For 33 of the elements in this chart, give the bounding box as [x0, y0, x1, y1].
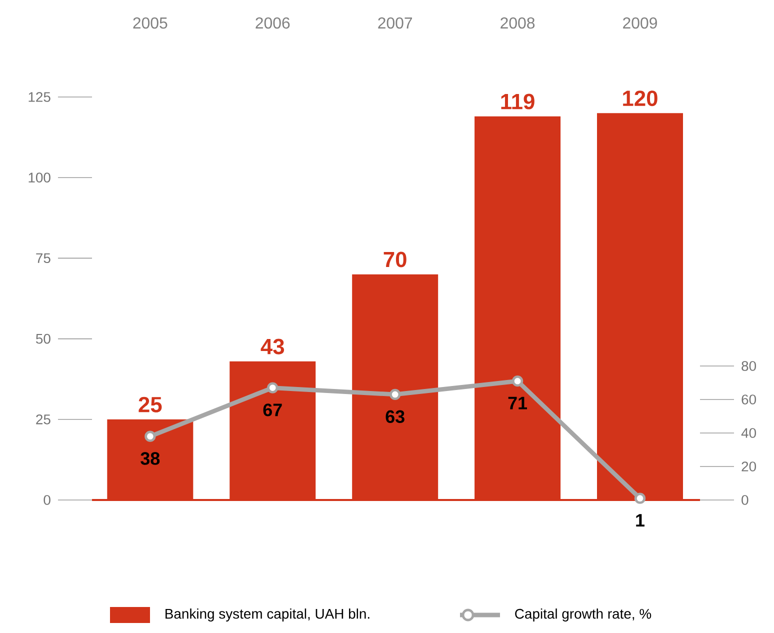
- data-label: 67: [263, 404, 282, 416]
- x-tick-label: 2006: [256, 17, 290, 29]
- x-tick-label: 2007: [378, 17, 412, 29]
- data-label: 1: [636, 514, 644, 526]
- y-tick-label: 75: [36, 253, 50, 264]
- point: [634, 492, 646, 504]
- y2-tick-label: 40: [741, 428, 756, 438]
- y-tick-label: 25: [36, 414, 50, 424]
- data-label: 25: [138, 396, 162, 412]
- legend-label: Capital growth rate, %: [515, 608, 652, 622]
- point: [512, 376, 524, 387]
- y-tick-label: 50: [36, 334, 50, 344]
- x-tick-label: 2009: [623, 17, 657, 29]
- data-label: 70: [384, 252, 406, 268]
- legend-label: Banking system capital, UAH bln.: [166, 608, 370, 622]
- y2-tick-label: 80: [742, 361, 756, 371]
- y2-tick-label: 0: [742, 495, 748, 505]
- point: [144, 430, 156, 442]
- data-label: 120: [623, 90, 658, 106]
- data-label: 71: [508, 396, 528, 410]
- data-label: 38: [140, 452, 160, 465]
- x-tick-label: 2005: [133, 17, 168, 29]
- data-label: 119: [501, 94, 534, 110]
- y-tick-label: 100: [28, 172, 50, 183]
- data-label: 43: [260, 338, 284, 354]
- x-tick-label: 2008: [500, 17, 535, 29]
- y2-tick-label: 60: [742, 394, 756, 404]
- point: [267, 382, 278, 394]
- y-tick-label: 0: [44, 495, 50, 505]
- data-label: 63: [386, 410, 404, 423]
- y-tick-label: 125: [28, 92, 50, 102]
- y2-tick-label: 20: [742, 462, 756, 472]
- point: [390, 388, 401, 400]
